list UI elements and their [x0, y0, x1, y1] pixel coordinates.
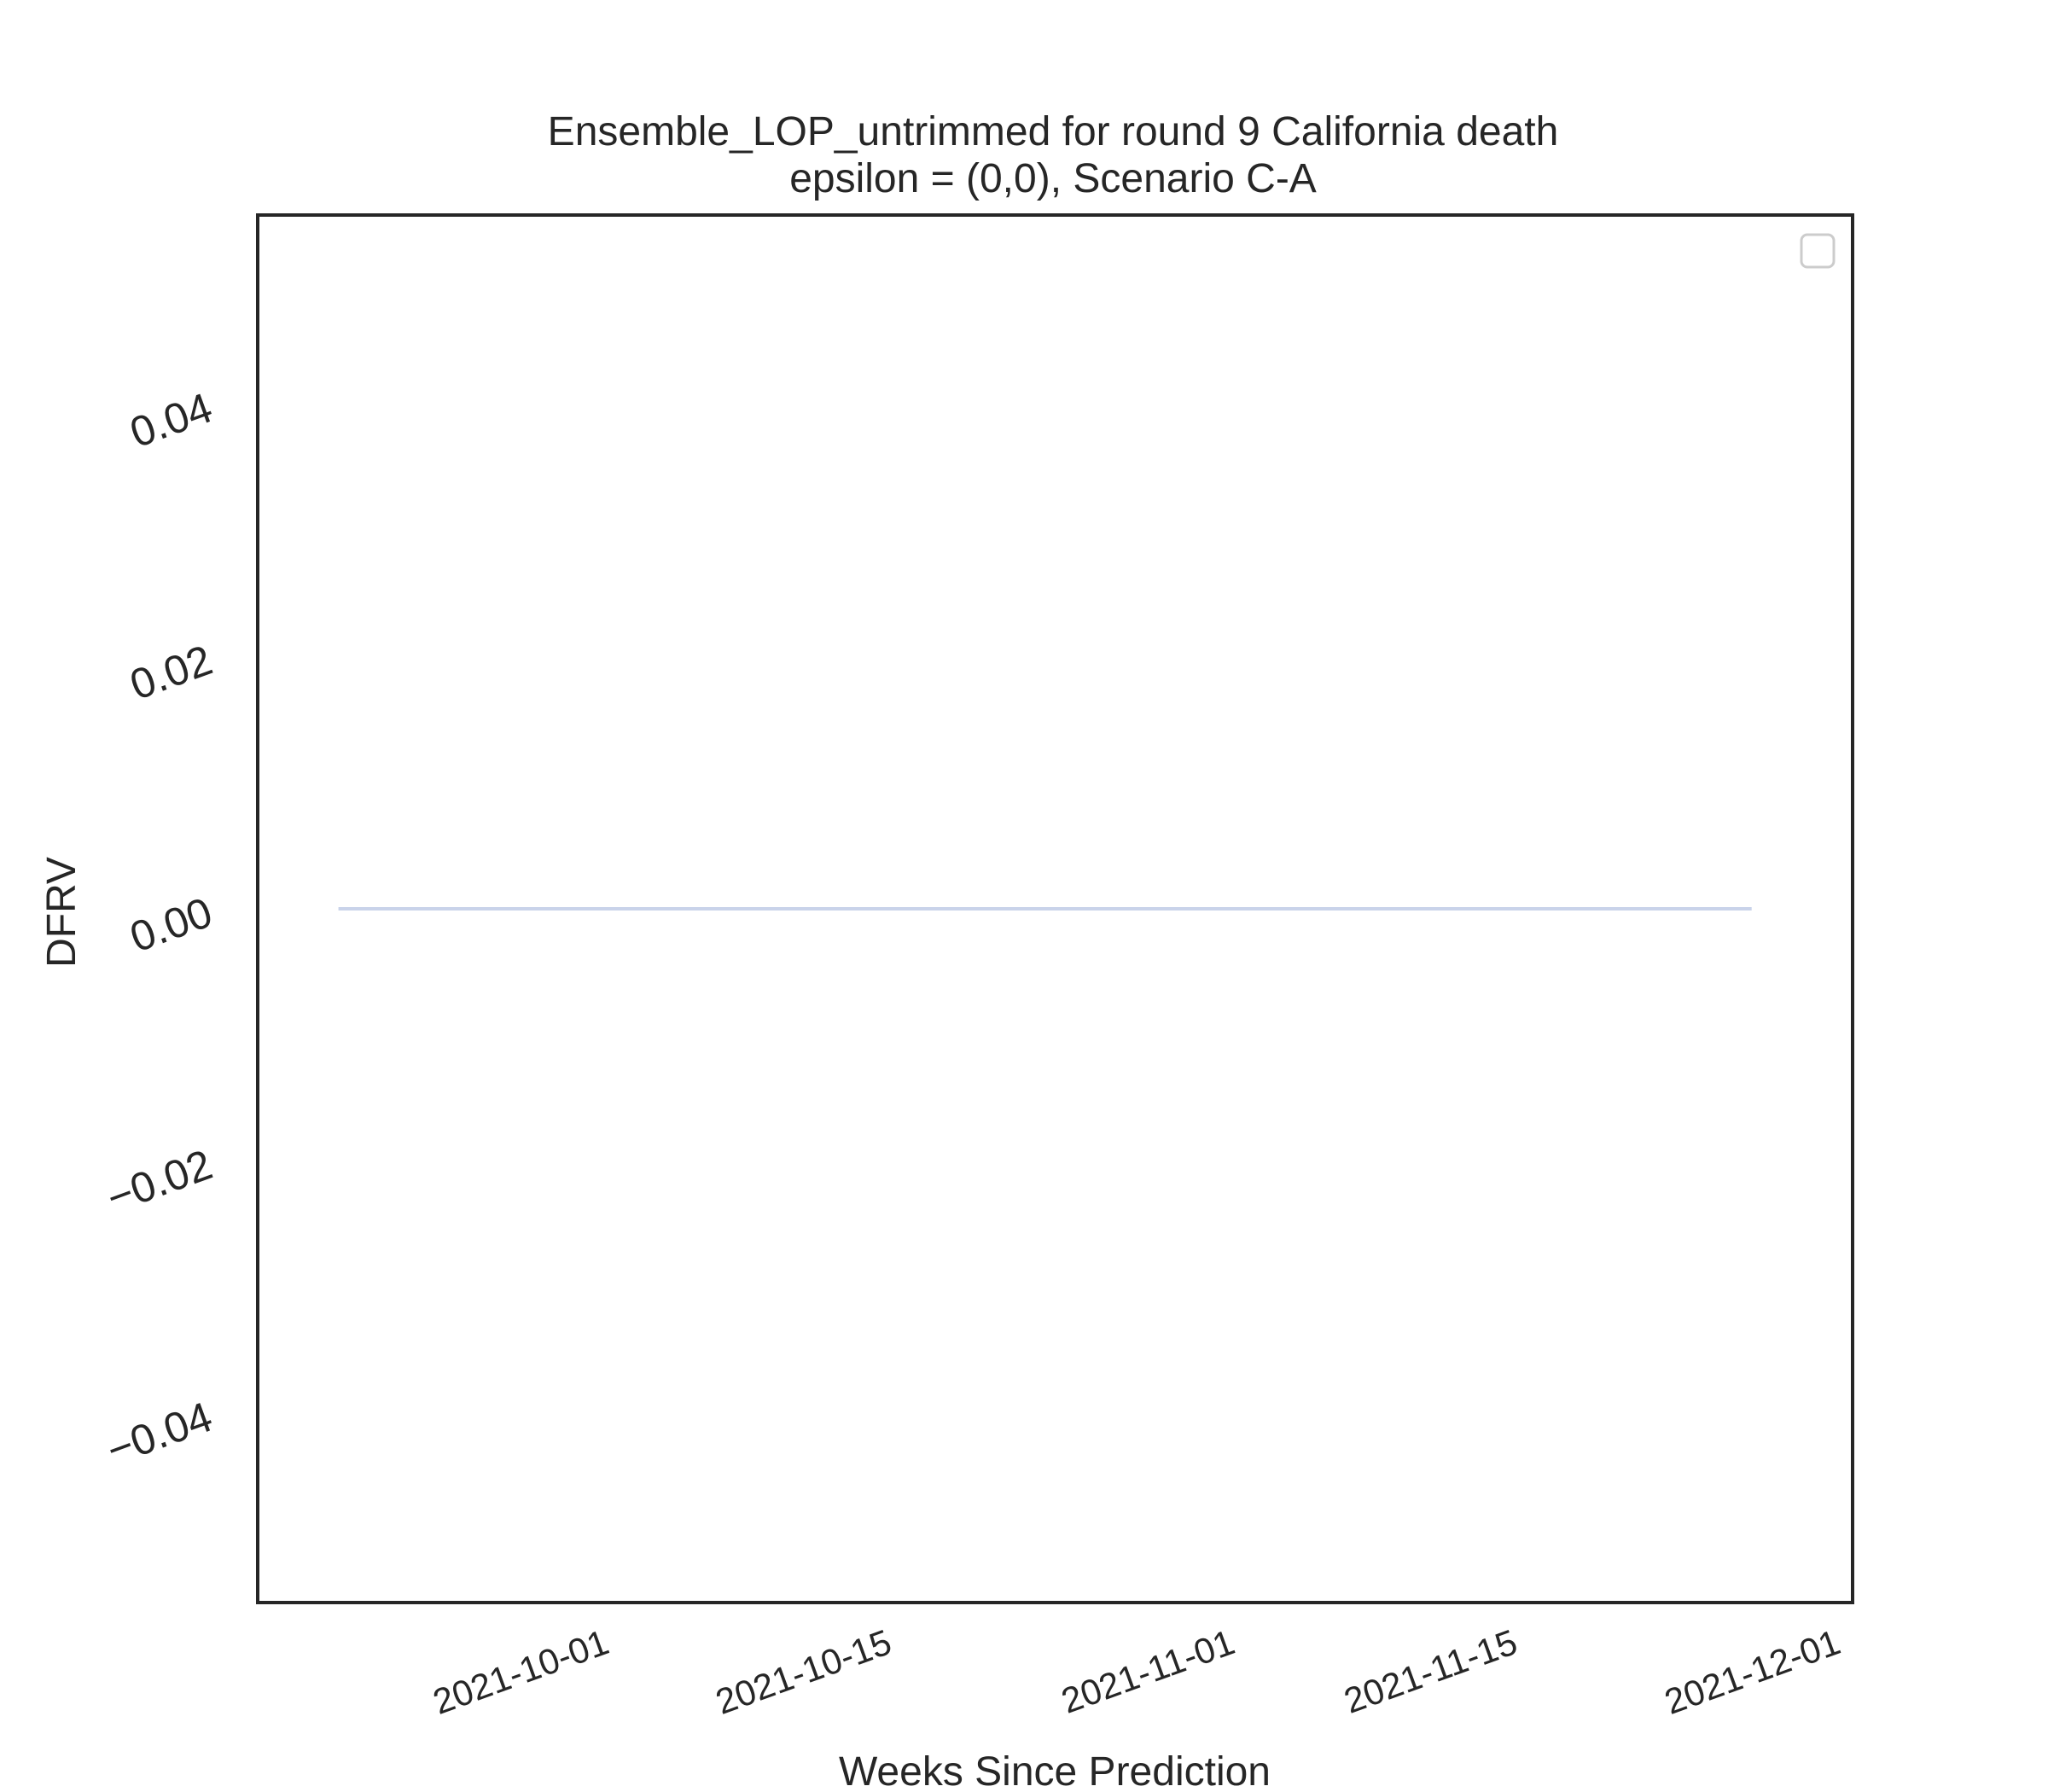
legend-box	[1800, 233, 1836, 269]
x-axis-label: Weeks Since Prediction	[839, 1749, 1271, 1792]
y-axis-label: DFRV	[39, 857, 84, 968]
chart-subtitle: epsilon = (0,0), Scenario C-A	[789, 156, 1317, 201]
plot-frame	[256, 213, 1854, 1604]
chart-title: Ensemble_LOP_untrimmed for round 9 Calif…	[548, 109, 1559, 154]
